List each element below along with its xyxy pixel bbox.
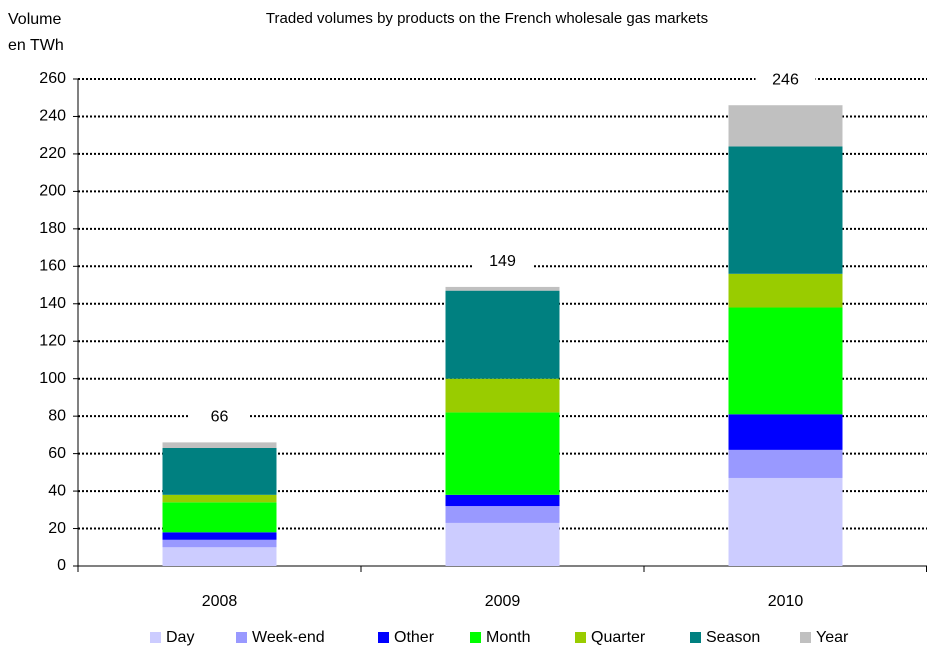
legend-label: Quarter: [591, 629, 646, 646]
bar-segment: [728, 105, 843, 147]
bar-segment: [445, 290, 560, 379]
legend-label: Season: [706, 629, 760, 646]
bar-segment: [728, 273, 843, 308]
legend-swatch: [150, 632, 161, 643]
bar-segment: [728, 146, 843, 274]
total-label-bg: [472, 250, 533, 273]
bar-segment: [445, 494, 560, 507]
y-axis-label: en TWh: [8, 37, 64, 54]
y-tick-label: 180: [39, 220, 66, 237]
legend-swatch: [378, 632, 389, 643]
x-tick-label: 2009: [485, 593, 521, 610]
total-label: 246: [772, 71, 799, 88]
bar-segment: [162, 539, 277, 548]
y-tick-label: 200: [39, 183, 66, 200]
total-label: 66: [211, 409, 229, 426]
legend-swatch: [236, 632, 247, 643]
bar-segment: [728, 414, 843, 450]
x-tick-label: 2010: [768, 593, 804, 610]
y-tick-label: 60: [48, 445, 66, 462]
x-tick-label: 2008: [202, 593, 238, 610]
bar-segment: [162, 547, 277, 566]
y-tick-label: 260: [39, 70, 66, 87]
y-tick-label: 0: [57, 557, 66, 574]
y-tick-label: 160: [39, 258, 66, 275]
y-tick-label: 100: [39, 370, 66, 387]
legend-label: Month: [486, 629, 530, 646]
bar-segment: [162, 447, 277, 495]
y-tick-label: 80: [48, 407, 66, 424]
legend-label: Day: [166, 629, 194, 646]
total-label: 149: [489, 253, 516, 270]
bar-segment: [728, 307, 843, 415]
legend-swatch: [690, 632, 701, 643]
y-tick-label: 220: [39, 145, 66, 162]
bar-segment: [162, 502, 277, 533]
chart-title: Traded volumes by products on the French…: [266, 10, 708, 27]
legend-swatch: [800, 632, 811, 643]
bar-segment: [728, 477, 843, 566]
legend-label: Other: [394, 629, 435, 646]
bar-segment: [162, 442, 277, 448]
y-tick-label: 140: [39, 295, 66, 312]
bar-segment: [162, 532, 277, 540]
y-tick-label: 40: [48, 482, 66, 499]
bar-segment: [445, 412, 560, 495]
total-label-bg: [755, 69, 816, 92]
bar-segment: [162, 494, 277, 503]
bar-segment: [728, 449, 843, 478]
legend-label: Week-end: [252, 629, 325, 646]
legend-swatch: [470, 632, 481, 643]
y-tick-label: 240: [39, 108, 66, 125]
y-axis-label: Volume: [8, 11, 61, 28]
bar-segment: [445, 286, 560, 291]
legend-swatch: [575, 632, 586, 643]
bar-segment: [445, 378, 560, 413]
total-label-bg: [189, 406, 250, 429]
bar-segment: [445, 522, 560, 566]
y-tick-label: 120: [39, 332, 66, 349]
y-tick-label: 20: [48, 520, 66, 537]
bar-segment: [445, 506, 560, 523]
legend-label: Year: [816, 629, 849, 646]
